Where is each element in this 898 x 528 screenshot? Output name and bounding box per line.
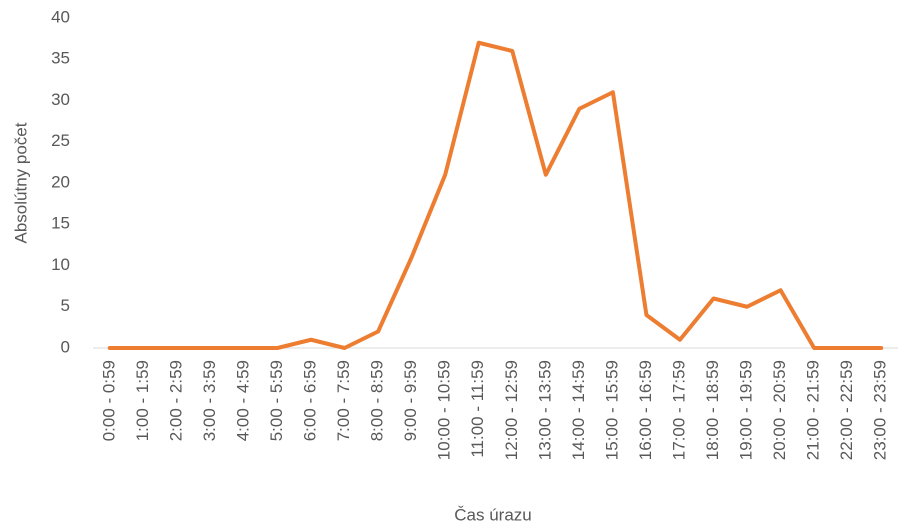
x-tick-label: 13:00 - 13:59 xyxy=(535,360,554,460)
x-tick-label: 4:00 - 4:59 xyxy=(233,360,252,441)
x-axis-title: Čas úrazu xyxy=(454,505,531,524)
y-tick-label: 15 xyxy=(51,214,70,233)
y-tick-label: 20 xyxy=(51,172,70,191)
y-tick-label: 10 xyxy=(51,255,70,274)
x-tick-label: 12:00 - 12:59 xyxy=(502,360,521,460)
x-tick-label: 15:00 - 15:59 xyxy=(602,360,621,460)
y-tick-label: 35 xyxy=(51,49,70,68)
x-tick-label: 5:00 - 5:59 xyxy=(267,360,286,441)
x-tick-label: 18:00 - 18:59 xyxy=(703,360,722,460)
x-tick-label: 22:00 - 22:59 xyxy=(837,360,856,460)
x-tick-label: 0:00 - 0:59 xyxy=(99,360,118,441)
x-tick-label: 8:00 - 8:59 xyxy=(368,360,387,441)
x-tick-label: 21:00 - 21:59 xyxy=(804,360,823,460)
x-tick-label: 14:00 - 14:59 xyxy=(569,360,588,460)
x-tick-label: 11:00 - 11:59 xyxy=(468,360,487,458)
y-axis-title: Absolútny počet xyxy=(11,122,30,243)
x-tick-label: 2:00 - 2:59 xyxy=(166,360,185,441)
line-series xyxy=(107,40,884,350)
x-tick-label: 19:00 - 19:59 xyxy=(737,360,756,460)
y-tick-label: 30 xyxy=(51,90,70,109)
x-tick-label: 10:00 - 10:59 xyxy=(435,360,454,460)
x-tick-label: 3:00 - 3:59 xyxy=(200,360,219,441)
y-tick-label: 25 xyxy=(51,131,70,150)
y-tick-label: 5 xyxy=(61,296,70,315)
x-tick-label: 16:00 - 16:59 xyxy=(636,360,655,460)
x-tick-label: 23:00 - 23:59 xyxy=(871,360,890,460)
x-tick-label: 20:00 - 20:59 xyxy=(770,360,789,460)
y-tick-label: 0 xyxy=(61,337,70,356)
x-tick-label: 7:00 - 7:59 xyxy=(334,360,353,441)
x-tick-label: 17:00 - 17:59 xyxy=(669,360,688,460)
x-tick-label: 6:00 - 6:59 xyxy=(301,360,320,441)
x-tick-label: 1:00 - 1:59 xyxy=(133,360,152,441)
x-tick-label: 9:00 - 9:59 xyxy=(401,360,420,441)
y-tick-label: 40 xyxy=(51,7,70,26)
